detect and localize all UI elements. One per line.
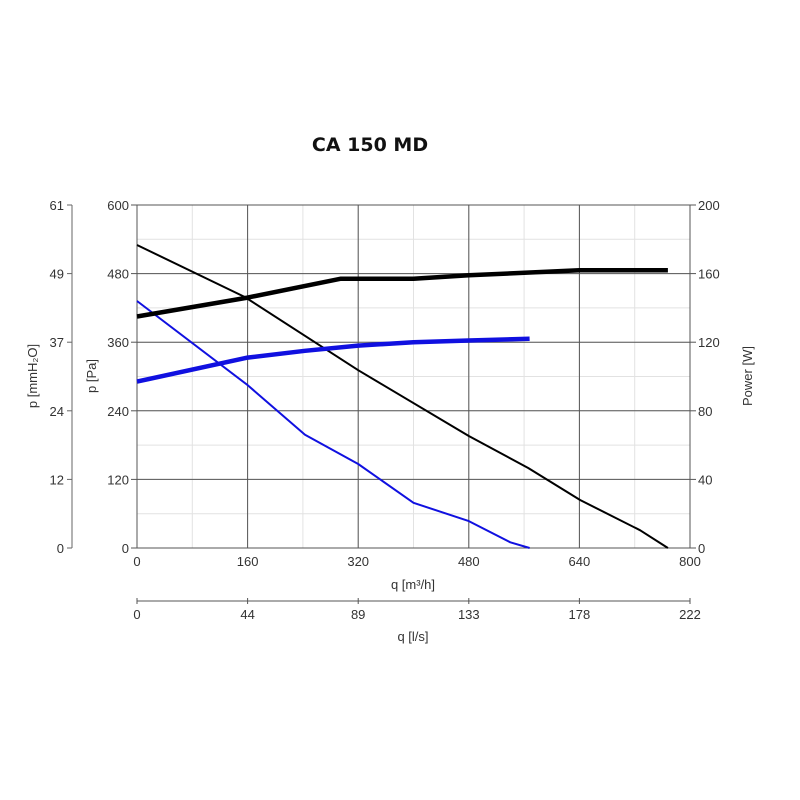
x-axis-label: q [m³/h]: [391, 577, 435, 592]
x-tick-label: 640: [569, 554, 591, 569]
x-tick-label: 480: [458, 554, 480, 569]
x2-tick-label: 0: [133, 607, 140, 622]
x2-tick-label: 133: [458, 607, 480, 622]
y-axis-label: p [Pa]: [84, 359, 99, 393]
y2-tick-label: 61: [50, 198, 64, 213]
y3-tick-label: 40: [698, 472, 712, 487]
power-curve-2: [136, 267, 668, 319]
y3-tick-label: 200: [698, 198, 720, 213]
power-curve-3: [136, 336, 530, 384]
y2-tick-label: 24: [50, 404, 64, 419]
pressure-curve-1: [136, 300, 530, 549]
y-tick-label: 480: [107, 267, 129, 282]
x2-tick-label: 178: [569, 607, 591, 622]
y-tick-label: 120: [107, 472, 129, 487]
x2-tick-label: 222: [679, 607, 701, 622]
pressure-curve-0: [136, 244, 669, 549]
x2-tick-label: 89: [351, 607, 365, 622]
y3-tick-label: 0: [698, 541, 705, 556]
y3-axis-label: Power [W]: [740, 346, 755, 406]
y2-tick-label: 12: [50, 472, 64, 487]
y3-tick-label: 80: [698, 404, 712, 419]
x-tick-label: 320: [347, 554, 369, 569]
x2-tick-label: 44: [240, 607, 254, 622]
y-tick-label: 600: [107, 198, 129, 213]
x-tick-label: 0: [133, 554, 140, 569]
x-tick-label: 800: [679, 554, 701, 569]
y2-tick-label: 0: [57, 541, 64, 556]
y-tick-label: 240: [107, 404, 129, 419]
y-tick-label: 360: [107, 335, 129, 350]
x-tick-label: 160: [237, 554, 259, 569]
chart-title: CA 150 MD: [311, 134, 429, 156]
y3-tick-label: 160: [698, 267, 720, 282]
y2-axis-label: p [mmH₂O]: [25, 344, 40, 408]
y2-tick-label: 37: [50, 335, 64, 350]
y2-tick-label: 49: [50, 267, 64, 282]
y3-tick-label: 120: [698, 335, 720, 350]
x2-axis-label: q [l/s]: [397, 629, 428, 644]
y-tick-label: 0: [122, 541, 129, 556]
